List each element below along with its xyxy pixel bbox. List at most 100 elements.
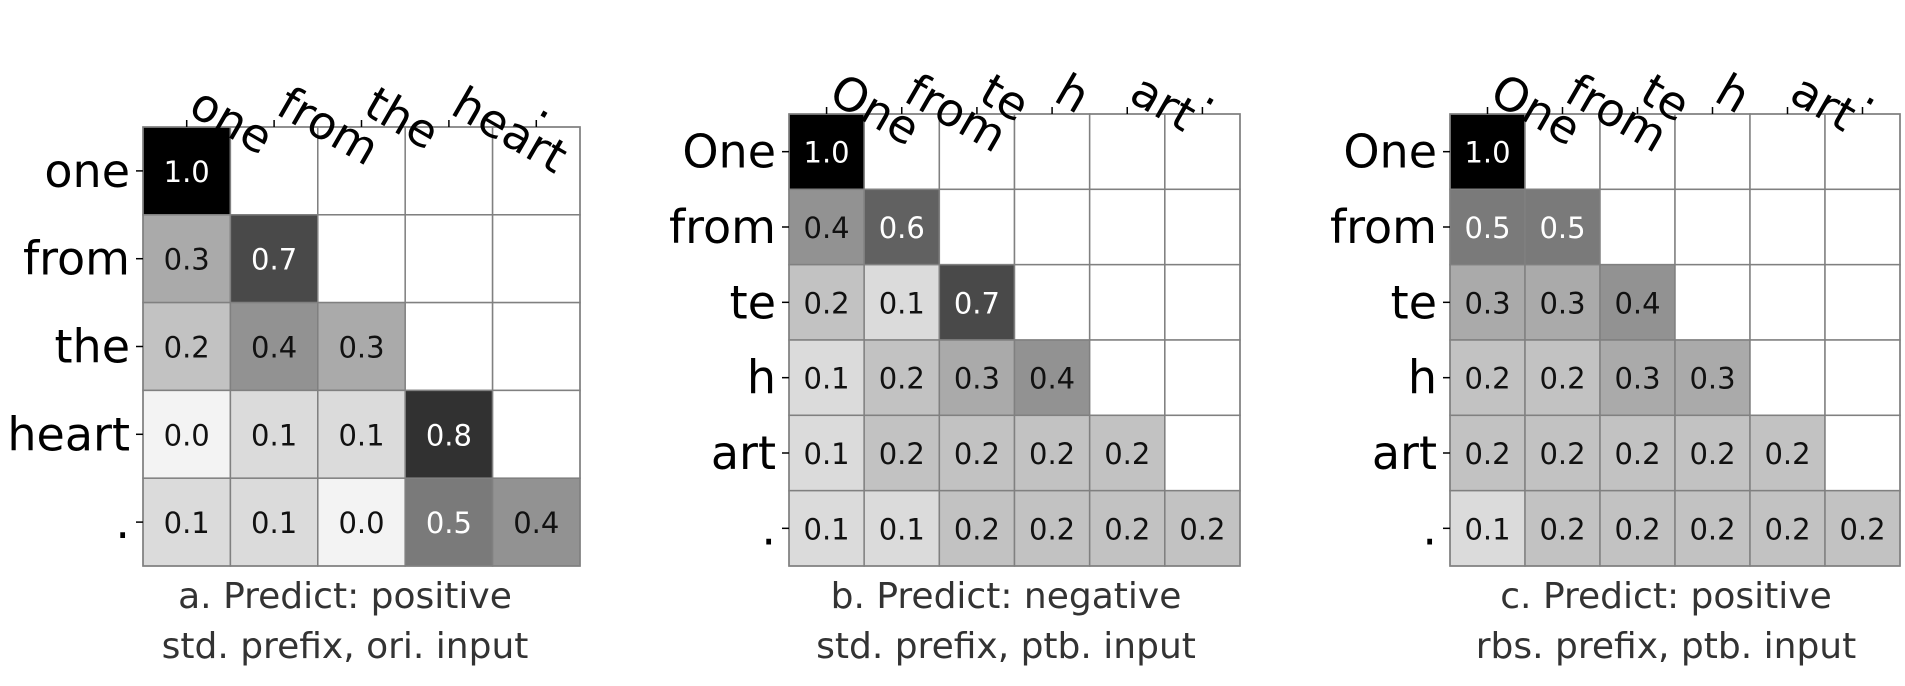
heatmap-cell bbox=[1599, 188, 1676, 266]
heatmap-cell bbox=[1524, 414, 1601, 492]
heatmap-cell bbox=[1674, 489, 1751, 567]
heatmap-cell bbox=[863, 113, 941, 191]
panel-caption: a. Predict: positive bbox=[178, 576, 512, 617]
heatmap-cell bbox=[1749, 113, 1826, 191]
cell-value-label: 0.1 bbox=[164, 506, 210, 540]
heatmap-cell bbox=[1164, 188, 1241, 266]
cell-value-label: 0.2 bbox=[1104, 437, 1150, 471]
heatmap-cell bbox=[1449, 113, 1526, 191]
heatmap-panel-0: 1.0 0.3 0.7 0.2 0.4 0.3 0.0 0.1 0.1 0.8 0.1 0.1 0.0 0… bbox=[7, 76, 581, 667]
heatmap-cell bbox=[1449, 339, 1526, 417]
y-tick-label: . bbox=[1422, 501, 1437, 555]
cell-value-label: 0.1 bbox=[251, 418, 297, 452]
heatmap-cell bbox=[938, 263, 1016, 341]
y-tick-label: one bbox=[44, 144, 130, 198]
cell-value-label: 0.4 bbox=[251, 331, 297, 365]
panel-caption: rbs. prefix, ptb. input bbox=[1476, 626, 1856, 667]
cell-value-label: 0.3 bbox=[1614, 362, 1660, 396]
heatmap-cell bbox=[1088, 113, 1166, 191]
heatmap-cell bbox=[1599, 339, 1676, 417]
heatmap-cell bbox=[1824, 414, 1901, 492]
heatmap-panel-2: 1.0 0.5 0.5 0.3 0.3 0.4 0.2 0.2 0.3 0.3 0.2 0.2 0.2 0… bbox=[1330, 63, 1901, 667]
heatmap-cell bbox=[1824, 339, 1901, 417]
x-tick-label: . bbox=[1197, 63, 1237, 117]
heatmap-cell bbox=[491, 477, 581, 567]
heatmap-cell bbox=[229, 389, 319, 479]
cell-value-label: 0.8 bbox=[426, 418, 472, 452]
cell-value-label: 0.1 bbox=[879, 286, 925, 320]
cell-value-label: 0.2 bbox=[1539, 362, 1585, 396]
cell-value-label: 0.7 bbox=[251, 243, 297, 277]
cell-value-label: 0.0 bbox=[338, 506, 384, 540]
cell-value-label: 0.2 bbox=[1539, 512, 1585, 546]
cell-value-label: 0.5 bbox=[1464, 211, 1510, 245]
heatmap-cell bbox=[1749, 489, 1826, 567]
cell-value-label: 0.0 bbox=[164, 418, 210, 452]
heatmap-cell bbox=[1749, 339, 1826, 417]
cell-value-label: 0.3 bbox=[1689, 362, 1735, 396]
cell-value-label: 1.0 bbox=[804, 136, 850, 170]
cell-value-label: 0.2 bbox=[1464, 437, 1510, 471]
cell-value-label: 0.3 bbox=[164, 243, 210, 277]
heatmap-cell bbox=[404, 301, 494, 392]
y-tick-label: h bbox=[1408, 351, 1437, 405]
cell-value-label: 0.2 bbox=[1029, 512, 1075, 546]
heatmap-cell bbox=[1013, 113, 1091, 191]
heatmap-cell bbox=[788, 339, 865, 417]
cell-value-label: 0.1 bbox=[1464, 512, 1510, 546]
heatmap-cell bbox=[491, 301, 581, 392]
cell-value-label: 0.2 bbox=[1689, 437, 1735, 471]
heatmap-border bbox=[788, 113, 1241, 567]
heatmap-cell bbox=[1674, 113, 1751, 191]
cell-value-label: 0.2 bbox=[954, 437, 1000, 471]
cell-value-label: 0.1 bbox=[251, 506, 297, 540]
panel-caption: c. Predict: positive bbox=[1500, 576, 1831, 617]
cell-value-label: 0.5 bbox=[426, 506, 472, 540]
heatmap-cell bbox=[1599, 263, 1676, 341]
panel-caption: std. prefix, ori. input bbox=[162, 626, 529, 667]
cell-value-label: 0.2 bbox=[804, 286, 850, 320]
cell-value-label: 0.1 bbox=[804, 437, 850, 471]
cell-value-label: 0.2 bbox=[1029, 437, 1075, 471]
heatmap-cell bbox=[1164, 414, 1241, 492]
cell-value-label: 0.7 bbox=[954, 286, 1000, 320]
heatmap-cell bbox=[1524, 263, 1601, 341]
y-tick-label: . bbox=[115, 495, 130, 549]
heatmap-cell bbox=[1674, 263, 1751, 341]
heatmap-cell bbox=[1164, 113, 1241, 191]
heatmap-cell bbox=[938, 188, 1016, 266]
panel-caption: std. prefix, ptb. input bbox=[816, 626, 1196, 667]
heatmap-cell bbox=[229, 126, 319, 216]
heatmap-cell bbox=[317, 214, 406, 304]
y-tick-label: One bbox=[1343, 125, 1437, 179]
heatmap-cell bbox=[491, 214, 581, 304]
y-tick-label: from bbox=[669, 200, 776, 254]
heatmap-cell bbox=[1088, 489, 1166, 567]
y-tick-label: from bbox=[1330, 200, 1437, 254]
y-tick-label: One bbox=[682, 125, 776, 179]
heatmap-cell bbox=[142, 126, 232, 216]
cell-value-label: 0.4 bbox=[804, 211, 850, 245]
y-tick-label: art bbox=[711, 426, 776, 480]
cell-value-label: 0.2 bbox=[1614, 512, 1660, 546]
cell-value-label: 0.2 bbox=[1689, 512, 1735, 546]
heatmap-cell bbox=[1749, 263, 1826, 341]
cell-value-label: 0.2 bbox=[1104, 512, 1150, 546]
heatmap-cell bbox=[404, 214, 494, 304]
cell-value-label: 0.4 bbox=[1614, 286, 1660, 320]
y-tick-label: h bbox=[747, 351, 776, 405]
heatmap-cell bbox=[229, 477, 319, 567]
y-tick-label: art bbox=[1372, 426, 1437, 480]
heatmap-cell bbox=[317, 477, 406, 567]
cell-value-label: 0.2 bbox=[1539, 437, 1585, 471]
heatmap-cell bbox=[938, 339, 1016, 417]
y-tick-label: . bbox=[761, 501, 776, 555]
y-tick-label: from bbox=[23, 232, 130, 286]
heatmap-cell bbox=[1013, 263, 1091, 341]
heatmap-cell bbox=[1449, 414, 1526, 492]
heatmap-cell bbox=[938, 113, 1016, 191]
cell-value-label: 0.2 bbox=[1179, 512, 1225, 546]
heatmap-cell bbox=[1749, 188, 1826, 266]
cell-value-label: 0.3 bbox=[338, 331, 384, 365]
cell-value-label: 0.1 bbox=[338, 418, 384, 452]
